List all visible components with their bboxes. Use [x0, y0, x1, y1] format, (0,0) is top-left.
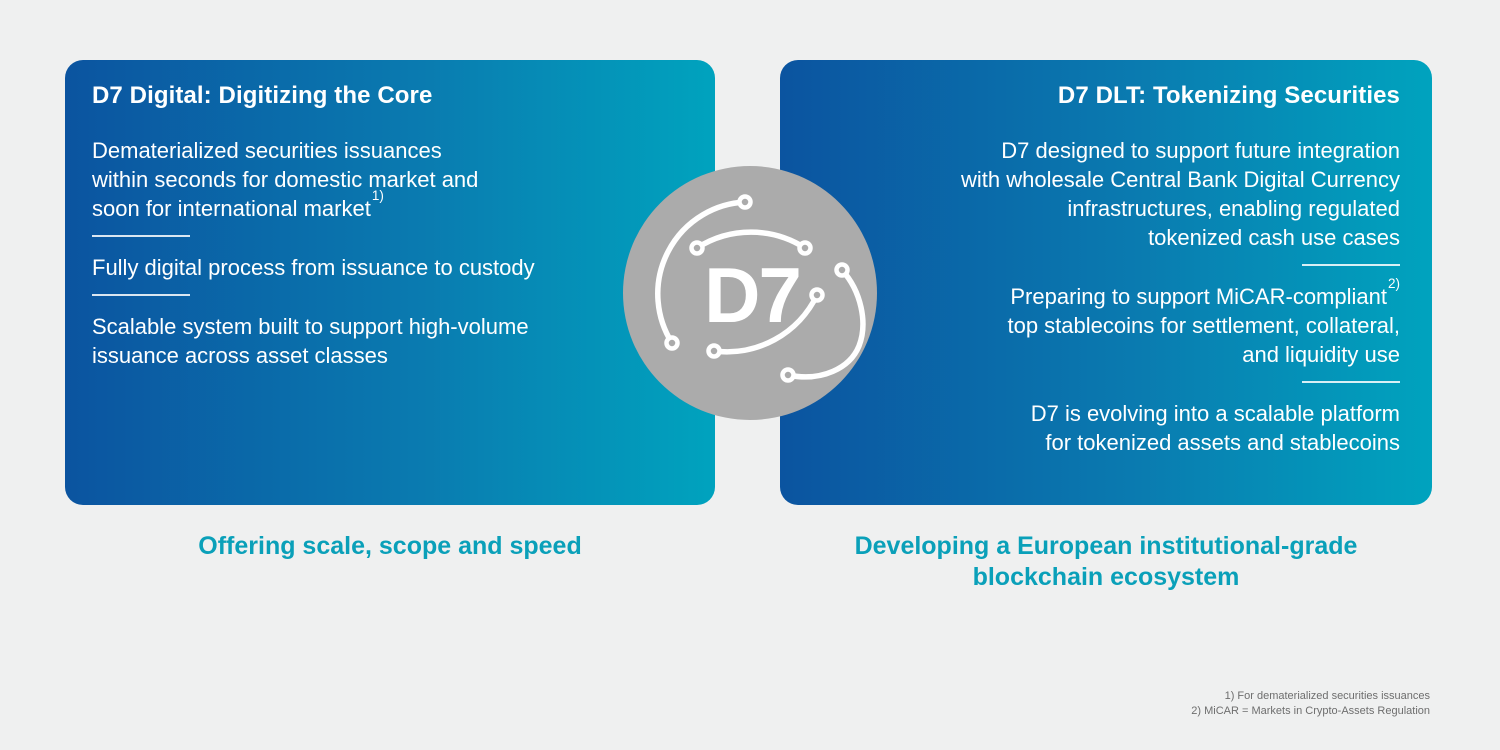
circuit-arc-right — [787, 268, 866, 380]
line-text: Preparing to support MiCAR-compliant — [1010, 284, 1387, 309]
card-title-d7-digital: D7 Digital: Digitizing the Core — [92, 82, 433, 109]
caption-d7-digital: Offering scale, scope and speed — [65, 531, 715, 562]
caption-d7-dlt: Developing a European institutional-grad… — [780, 531, 1432, 593]
text-line: D7 is evolving into a scalable platform — [810, 399, 1400, 428]
circuit-node — [737, 194, 753, 210]
circuit-traces — [655, 199, 866, 380]
circuit-arc-top — [695, 229, 807, 251]
line-text: D7 is evolving into a scalable platform — [1030, 401, 1400, 426]
text-line: Scalable system built to support high-vo… — [92, 312, 685, 341]
paragraph-scalable-system: Scalable system built to support high-vo… — [92, 312, 685, 370]
circuit-nodes — [664, 194, 850, 383]
circuit-node — [834, 262, 850, 278]
text-line: issuance across asset classes — [92, 341, 685, 370]
footnote-ref-1: 1) — [371, 187, 384, 203]
text-line: Preparing to support MiCAR-compliant2) — [810, 276, 1400, 311]
text-line: top stablecoins for settlement, collater… — [810, 311, 1400, 340]
divider — [92, 294, 190, 296]
line-text: infrastructures, enabling regulated — [1067, 196, 1400, 221]
text-line: D7 designed to support future integratio… — [810, 136, 1400, 165]
circuit-node — [689, 240, 705, 256]
caption-line: Developing a European institutional-grad… — [854, 532, 1358, 560]
circuit-node — [797, 240, 813, 256]
line-text: for tokenized assets and stablecoins — [1045, 430, 1400, 455]
card-d7-dlt: D7 DLT: Tokenizing Securities D7 designe… — [780, 60, 1432, 505]
paragraph-micar-stablecoins: Preparing to support MiCAR-compliant2) t… — [810, 276, 1400, 369]
d7-logo-graphic: D7 — [623, 166, 877, 420]
line-text: with wholesale Central Bank Digital Curr… — [961, 167, 1400, 192]
line-text: Fully digital process from issuance to c… — [92, 255, 535, 280]
logo-text: D7 — [704, 251, 800, 339]
paragraph-dematerialized-issuances: Dematerialized securities issuances with… — [92, 136, 685, 223]
text-line: infrastructures, enabling regulated — [810, 194, 1400, 223]
line-text: soon for international market — [92, 196, 371, 221]
text-line: within seconds for domestic market and — [92, 165, 685, 194]
footnotes: 1) For dematerialized securities issuanc… — [1191, 689, 1430, 718]
text-line: Dematerialized securities issuances — [92, 136, 685, 165]
circuit-node — [809, 287, 825, 303]
circuit-arc-bottom — [713, 293, 820, 355]
text-line: soon for international market1) — [92, 188, 685, 223]
divider — [92, 235, 190, 237]
divider — [1302, 264, 1400, 266]
caption-line: blockchain ecosystem — [972, 563, 1240, 591]
card-d7-digital: D7 Digital: Digitizing the Core Demateri… — [65, 60, 715, 505]
line-text: within seconds for domestic market and — [92, 167, 479, 192]
paragraph-cbdc-integration: D7 designed to support future integratio… — [810, 136, 1400, 252]
caption-line: Offering scale, scope and speed — [198, 532, 582, 560]
footnote-2: 2) MiCAR = Markets in Crypto-Assets Regu… — [1191, 704, 1430, 717]
footnote-ref-2: 2) — [1387, 275, 1400, 291]
circuit-node — [706, 343, 722, 359]
line-text: Dematerialized securities issuances — [92, 138, 442, 163]
footnote-1: 1) For dematerialized securities issuanc… — [1224, 690, 1430, 702]
divider — [1302, 381, 1400, 383]
line-text: tokenized cash use cases — [1148, 225, 1400, 250]
line-text: and liquidity use — [1242, 342, 1400, 367]
text-line: and liquidity use — [810, 340, 1400, 369]
circuit-node — [780, 367, 796, 383]
circuit-node — [664, 335, 680, 351]
card-title-d7-dlt: D7 DLT: Tokenizing Securities — [1057, 82, 1400, 109]
paragraph-fully-digital: Fully digital process from issuance to c… — [92, 253, 685, 282]
line-text: top stablecoins for settlement, collater… — [1007, 313, 1400, 338]
line-text: Scalable system built to support high-vo… — [92, 314, 529, 339]
paragraph-scalable-platform: D7 is evolving into a scalable platform … — [810, 399, 1400, 457]
text-line: with wholesale Central Bank Digital Curr… — [810, 165, 1400, 194]
d7-logo: D7 — [623, 166, 877, 420]
text-line: Fully digital process from issuance to c… — [92, 253, 685, 282]
text-line: tokenized cash use cases — [810, 223, 1400, 252]
text-line: for tokenized assets and stablecoins — [810, 428, 1400, 457]
line-text: issuance across asset classes — [92, 343, 388, 368]
line-text: D7 designed to support future integratio… — [1001, 138, 1400, 163]
circuit-arc-left — [655, 199, 746, 345]
